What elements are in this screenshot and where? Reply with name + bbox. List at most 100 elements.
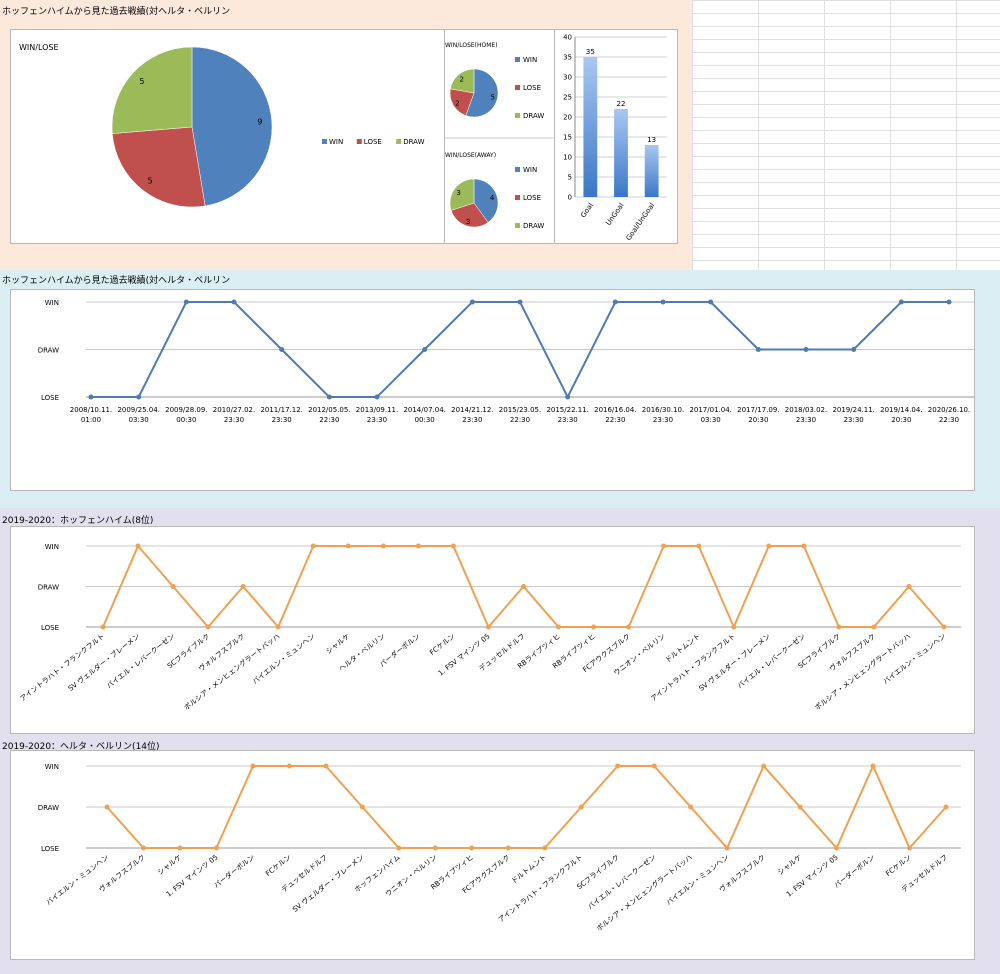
y-tick-label: 25 (563, 94, 572, 102)
data-point (450, 543, 456, 549)
data-point (688, 804, 694, 810)
data-point (326, 394, 332, 400)
x-tick-label: パーダーボルン (832, 852, 876, 889)
data-point (941, 624, 947, 630)
data-point (521, 584, 526, 589)
y-level-label: WIN (45, 543, 59, 551)
x-tick-label: 2019/24.11. 23:30 (832, 406, 874, 424)
data-point (696, 543, 702, 549)
legend-swatch-win (515, 57, 520, 62)
legend-swatch-draw (396, 139, 402, 144)
data-point (250, 763, 256, 769)
data-point (240, 584, 246, 589)
data-point (803, 347, 809, 352)
legend-swatch-lose (515, 85, 520, 90)
data-point (505, 845, 511, 851)
legend-swatch-win (322, 139, 327, 144)
data-point (135, 543, 141, 549)
legend-swatch-draw (515, 223, 520, 228)
data-point (898, 299, 904, 305)
bar (614, 109, 628, 197)
pie-slice-win (191, 46, 273, 207)
data-point (542, 845, 548, 851)
x-tick-label: シャルケ (156, 853, 183, 877)
pie-slice-win (473, 178, 499, 223)
legend-swatch-win (515, 167, 520, 172)
data-point (140, 845, 146, 851)
x-tick-label: 2017/17.09. 20:30 (737, 406, 779, 424)
data-point (359, 804, 365, 810)
x-tick-label: 2016/30.10. 23:30 (642, 406, 684, 424)
data-point (432, 845, 438, 851)
win-lose-pie-chart: WIN/LOSE 9 5 5 WIN LOSE DRAW (19, 43, 425, 208)
data-point (422, 347, 428, 352)
win-lose-panel[interactable]: WIN/LOSE 9 5 5 WIN LOSE DRAW (10, 29, 445, 244)
data-point (761, 763, 767, 769)
x-tick-label: 2008/10.11. 01:00 (70, 406, 112, 424)
history-line-panel[interactable]: LOSE DRAW WIN 2008/10.11. 01:00 2009/25.04. 03… (10, 289, 975, 491)
pie-data-label: 2 (455, 100, 459, 108)
x-tick-label: 2019/14.04. 20:30 (880, 406, 922, 424)
pie-data-label: 9 (257, 117, 262, 126)
pie-data-label: 4 (490, 194, 495, 202)
goal-bar-chart: 0 5 10 15 20 25 30 35 40 35 Goal 22 UnGoal 13 Goal/UnG… (563, 34, 667, 242)
x-tick-label: 2016/16.04. 22:30 (594, 406, 636, 424)
y-tick-label: 10 (563, 154, 572, 162)
data-point (871, 624, 877, 630)
hoffenheim-section-title: 2019-2020：ホッフェンハイム(8位) (2, 516, 154, 526)
x-tick-label: シャルケ (776, 853, 803, 877)
y-tick-label: 0 (568, 194, 572, 202)
data-point (374, 394, 380, 400)
x-tick-label: 2014/07.04. 00:30 (403, 406, 445, 424)
goal-bar-panel[interactable]: 0 5 10 15 20 25 30 35 40 35 Goal 22 UnGoal 13 Goal/UnG… (554, 29, 678, 244)
hertha-section-title: 2019-2020：ヘルタ・ベルリン(14位) (2, 742, 160, 752)
pie-data-label: 3 (466, 218, 470, 226)
x-tick-label: バイエルン・ミュンヘン (882, 632, 947, 686)
y-level-label: DRAW (38, 804, 59, 812)
data-point (205, 624, 211, 630)
legend-label: DRAW (403, 138, 424, 146)
pie-slice-lose (112, 126, 206, 208)
hertha-line-panel[interactable]: LOSE DRAW WIN バイエルン・ミュンヘン ヴォルフスブルク シャルケ 1. FSV… (10, 750, 975, 960)
data-point (836, 624, 842, 630)
data-point (231, 299, 237, 305)
y-tick-label: 20 (563, 114, 572, 122)
pie-data-label: 2 (460, 75, 464, 83)
legend-label: LOSE (523, 194, 541, 202)
x-tick-label: FCケルン (884, 853, 912, 878)
pie-data-label: 5 (139, 77, 144, 86)
pie-data-label: 5 (148, 177, 153, 186)
history-line-chart: LOSE DRAW WIN 2008/10.11. 01:00 2009/25.04. 03… (38, 299, 974, 424)
data-point (946, 299, 952, 305)
data-point (943, 804, 949, 810)
pie-data-label: 3 (456, 189, 460, 197)
data-point (907, 845, 913, 851)
x-tick-label: バイエルン・ミュンヘン (251, 632, 316, 686)
bar-value-label: 35 (586, 48, 595, 56)
legend-label: WIN (523, 56, 537, 64)
bar-value-label: 22 (617, 100, 626, 108)
data-point (724, 845, 730, 851)
data-point (591, 624, 597, 630)
bar (644, 145, 659, 197)
data-point (88, 394, 94, 400)
x-tick-label: SV ヴェルダー・ブレーメン (697, 631, 772, 692)
data-point (834, 845, 840, 851)
x-tick-label: SV ヴェルダー・ブレーメン (291, 852, 366, 913)
legend-label: WIN (523, 166, 537, 174)
hoffenheim-line-panel[interactable]: LOSE DRAW WIN アイントラハト・フランクフルト SV ヴェルダー・ブレーメン… (10, 526, 975, 734)
home-away-panel[interactable]: WIN/LOSE(HOME) 5 2 2 WIN LOSE DRAW WIN/LOSE(AWA… (444, 29, 555, 244)
legend-label: WIN (329, 138, 343, 146)
data-point (323, 763, 329, 769)
y-tick-label: 30 (563, 74, 572, 82)
y-tick-label: 15 (563, 134, 572, 142)
data-point (170, 584, 176, 589)
data-point (708, 299, 714, 305)
data-point (517, 299, 523, 305)
legend-label: LOSE (523, 84, 541, 92)
data-point (469, 845, 475, 851)
x-tick-label: バイエルン・ミュンヘン (45, 853, 110, 907)
data-point (177, 845, 183, 851)
x-tick-label: Goal (579, 202, 595, 220)
